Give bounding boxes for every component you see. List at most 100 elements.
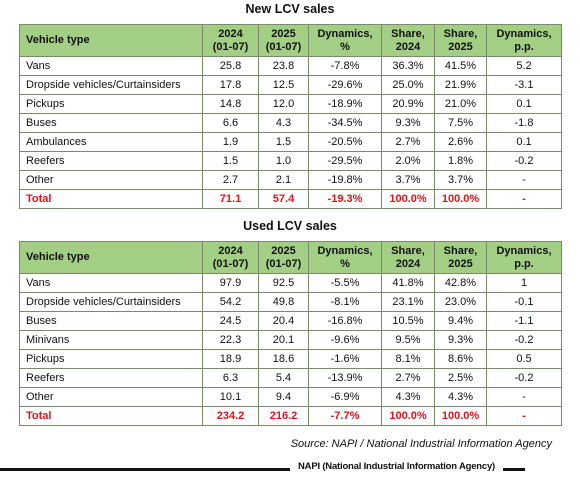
table-row: Vans 97.9 92.5 -5.5% 41.8% 42.8% 1: [19, 273, 562, 293]
table-row: Ambulances 1.9 1.5 -20.5% 2.7% 2.6% 0.1: [19, 132, 562, 152]
value-cell: 100.0%: [434, 406, 487, 426]
vehicle-type-cell: Other: [19, 387, 203, 407]
column-header-text: (01-07): [212, 40, 249, 53]
value-cell: 24.5: [202, 311, 259, 331]
vehicle-type-cell: Vans: [19, 56, 203, 76]
value-cell: 12.0: [258, 94, 309, 114]
column-header-text: 2025: [271, 244, 296, 257]
value-cell: 9.3%: [434, 330, 487, 350]
value-cell: 8.6%: [434, 349, 487, 369]
column-header-text: Dynamics,: [496, 27, 552, 40]
column-header-text: Share,: [391, 244, 425, 257]
value-cell: 9.4: [258, 387, 309, 407]
value-cell: -34.5%: [308, 113, 382, 133]
column-header: Share, 2025: [434, 24, 487, 57]
value-cell: -5.5%: [308, 273, 382, 293]
value-cell: 0.5: [486, 349, 562, 369]
value-cell: -29.5%: [308, 151, 382, 171]
value-cell: -0.2: [486, 151, 562, 171]
column-header-text: 2025: [271, 27, 296, 40]
value-cell: -0.2: [486, 330, 562, 350]
value-cell: 100.0%: [381, 406, 435, 426]
value-cell: -18.9%: [308, 94, 382, 114]
value-cell: 2.0%: [381, 151, 435, 171]
value-cell: -20.5%: [308, 132, 382, 152]
column-header-text: Dynamics,: [317, 244, 373, 257]
value-cell: 5.2: [486, 56, 562, 76]
vehicle-type-cell: Reefers: [19, 151, 203, 171]
value-cell: -1.8: [486, 113, 562, 133]
value-cell: 100.0%: [434, 189, 487, 209]
column-header: Dynamics,%: [308, 24, 382, 57]
footer-label: NAPI (National Industrial Information Ag…: [298, 461, 496, 472]
value-cell: 9.3%: [381, 113, 435, 133]
value-cell: 71.1: [202, 189, 259, 209]
value-cell: 54.2: [202, 292, 259, 312]
value-cell: -8.1%: [308, 292, 382, 312]
column-header: Share, 2024: [381, 24, 435, 57]
vehicle-type-cell: Total: [19, 189, 203, 209]
value-cell: 2.5%: [434, 368, 487, 388]
value-cell: 97.9: [202, 273, 259, 293]
value-cell: -3.1: [486, 75, 562, 95]
value-cell: 1.5: [258, 132, 309, 152]
vehicle-type-cell: Vans: [19, 273, 203, 293]
table-row: Dropside vehicles/Curtainsiders 54.2 49.8-…: [19, 292, 562, 312]
value-cell: 3.7%: [434, 170, 487, 190]
vehicle-type-cell: Pickups: [19, 94, 203, 114]
column-header: 2025 (01-07): [258, 241, 309, 274]
column-header: Dynamics,%: [308, 241, 382, 274]
value-cell: 36.3%: [381, 56, 435, 76]
column-header: Share, 2024: [381, 241, 435, 274]
value-cell: 92.5: [258, 273, 309, 293]
column-header-text: 2025: [448, 257, 473, 270]
value-cell: -9.6%: [308, 330, 382, 350]
value-cell: 57.4: [258, 189, 309, 209]
table-row: Pickups 18.9 18.6 -1.6% 8.1% 8.6% 0.5: [19, 349, 562, 369]
column-header-text: (01-07): [265, 40, 302, 53]
column-header-text: Share,: [443, 27, 478, 40]
value-cell: 1.0: [258, 151, 309, 171]
value-cell: 23.0%: [434, 292, 487, 312]
value-cell: -: [486, 406, 562, 426]
column-header-text: 2024: [218, 27, 243, 40]
column-header-text: Vehicle type: [26, 34, 90, 46]
value-cell: 216.2: [258, 406, 309, 426]
value-cell: 41.5%: [434, 56, 487, 76]
total-row: Total 234.2 216.2 -7.7% 100.0% 100.0% -: [19, 406, 562, 426]
vehicle-type-cell: Pickups: [19, 349, 203, 369]
value-cell: 8.1%: [381, 349, 435, 369]
value-cell: 25.0%: [381, 75, 435, 95]
column-header-text: 2024: [395, 40, 421, 53]
value-cell: 2.7: [202, 170, 259, 190]
value-cell: 1.9: [202, 132, 259, 152]
value-cell: 6.6: [202, 113, 259, 133]
value-cell: 23.1%: [381, 292, 435, 312]
value-cell: -: [486, 387, 562, 407]
value-cell: -0.2: [486, 368, 562, 388]
value-cell: 3.7%: [381, 170, 435, 190]
footer-rule-right: [503, 468, 525, 471]
column-header: Vehicle type: [19, 24, 203, 57]
value-cell: -7.8%: [308, 56, 382, 76]
value-cell: 10.1: [202, 387, 259, 407]
value-cell: 41.8%: [381, 273, 435, 293]
vehicle-type-cell: Total: [19, 406, 203, 426]
value-cell: -6.9%: [308, 387, 382, 407]
value-cell: 1: [486, 273, 562, 293]
table-row: Other 10.1 9.4 -6.9% 4.3% 4.3% -: [19, 387, 562, 407]
vehicle-type-cell: Buses: [19, 311, 203, 331]
value-cell: 23.8: [258, 56, 309, 76]
value-cell: 18.6: [258, 349, 309, 369]
vehicle-type-cell: Reefers: [19, 368, 203, 388]
column-header-text: Share,: [443, 244, 478, 257]
value-cell: -19.8%: [308, 170, 382, 190]
column-header: 2024 (01-07): [202, 24, 259, 57]
table-row: Reefers 6.3 5.4 -13.9% 2.7% 2.5% -0.2: [19, 368, 562, 388]
column-header-text: p.p.: [514, 257, 534, 270]
vehicle-type-cell: Minivans: [19, 330, 203, 350]
value-cell: -29.6%: [308, 75, 382, 95]
column-header-text: %: [340, 40, 350, 53]
value-cell: 2.6%: [434, 132, 487, 152]
column-header-text: (01-07): [212, 257, 249, 270]
